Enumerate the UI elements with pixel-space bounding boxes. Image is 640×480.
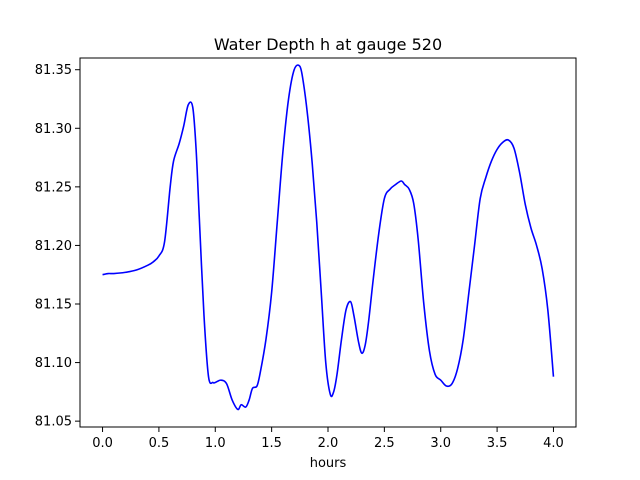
x-tick-label: 1.5	[261, 436, 282, 451]
x-tick-label: 4.0	[543, 436, 564, 451]
x-tick-label: 2.0	[318, 436, 339, 451]
y-tick-label: 81.10	[35, 356, 72, 371]
x-tick-label: 3.5	[487, 436, 508, 451]
y-tick-label: 81.05	[35, 415, 72, 430]
y-tick-label: 81.15	[35, 298, 72, 313]
x-axis-label: hours	[310, 456, 347, 471]
series-line	[102, 64, 555, 411]
series-layer	[102, 64, 555, 411]
y-tick-label: 81.25	[35, 180, 72, 195]
x-tick-label: 1.0	[205, 436, 226, 451]
x-tick-label: 0.0	[92, 436, 113, 451]
y-tick-label: 81.20	[35, 239, 72, 254]
y-tick-label: 81.35	[35, 63, 72, 78]
x-tick-label: 2.5	[374, 436, 395, 451]
x-tick-label: 3.0	[430, 436, 451, 451]
y-tick-label: 81.30	[35, 122, 72, 137]
y-axis-ticks: 81.05 81.10 81.15 81.20 81.25 81.30 81.35	[35, 63, 80, 430]
x-axis-ticks: 0.0 0.5 1.0 1.5 2.0 2.5 3.0 3.5 4.0	[92, 427, 564, 451]
x-tick-label: 0.5	[149, 436, 170, 451]
chart-title: Water Depth h at gauge 520	[214, 35, 442, 54]
